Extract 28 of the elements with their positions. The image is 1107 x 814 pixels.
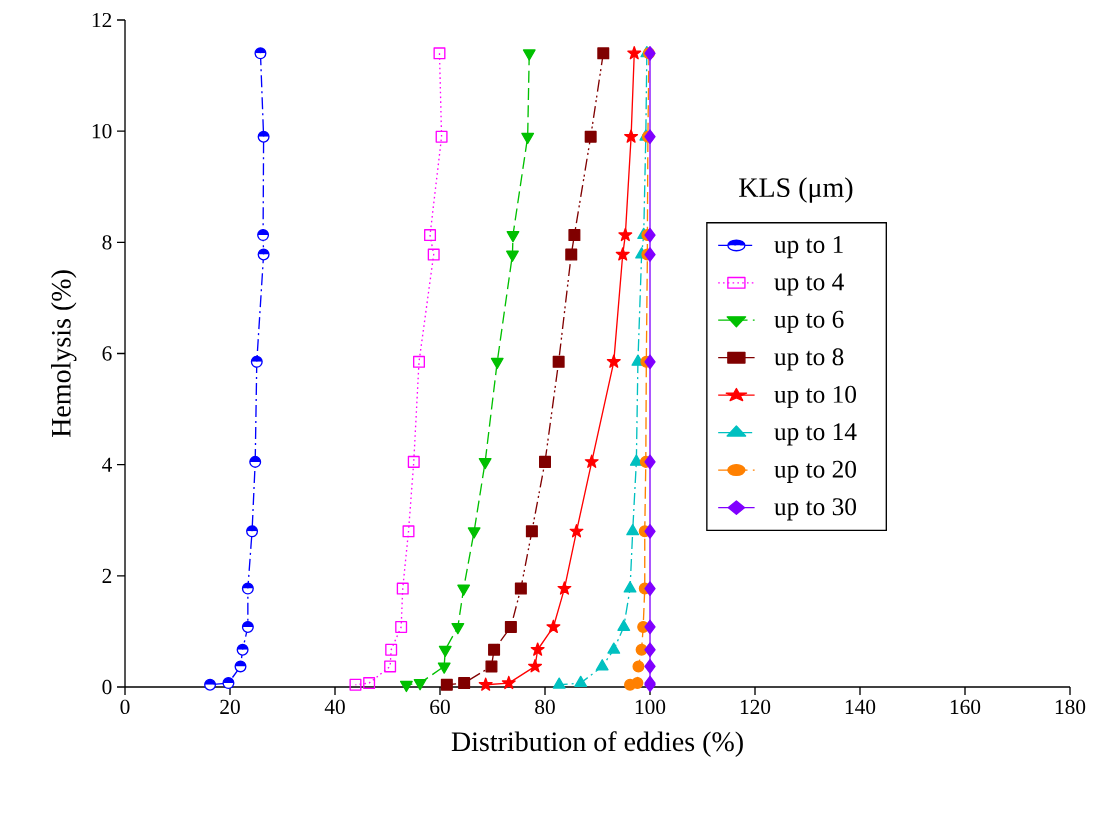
y-tick-label: 0 <box>102 679 112 695</box>
x-tick-label: 160 <box>950 699 981 715</box>
legend-label: up to 6 <box>774 310 844 333</box>
y-tick-label: 8 <box>102 235 112 250</box>
y-tick-label: 6 <box>102 346 112 361</box>
x-tick-label: 180 <box>1055 699 1086 715</box>
x-tick-label: 40 <box>324 699 345 715</box>
x-tick-label: 120 <box>740 699 771 715</box>
x-tick-label: 80 <box>535 699 555 715</box>
x-tick-label: 0 <box>120 699 130 715</box>
x-tick-label: 140 <box>845 699 876 715</box>
legend-label: up to 10 <box>774 385 856 409</box>
y-tick-label: 2 <box>102 568 112 583</box>
x-tick-label: 100 <box>635 699 666 715</box>
legend-label: up to 30 <box>774 498 856 521</box>
y-axis-title: Hemolysis (%) <box>51 270 77 438</box>
legend-label: up to 20 <box>774 460 856 483</box>
x-axis-title: Distribution of eddies (%) <box>451 731 743 757</box>
y-tick-label: 4 <box>102 457 112 472</box>
x-tick-label: 60 <box>430 699 450 715</box>
legend-label: up to 4 <box>774 273 844 296</box>
legend-label: up to 14 <box>774 423 857 446</box>
x-tick-label: 20 <box>220 699 240 715</box>
y-tick-label: 10 <box>92 123 112 139</box>
legend-label: up to 8 <box>774 348 844 371</box>
y-tick-label: 12 <box>92 12 112 28</box>
legend-label: up to 1 <box>774 236 843 259</box>
legend-title: KLS (μm) <box>739 177 853 203</box>
